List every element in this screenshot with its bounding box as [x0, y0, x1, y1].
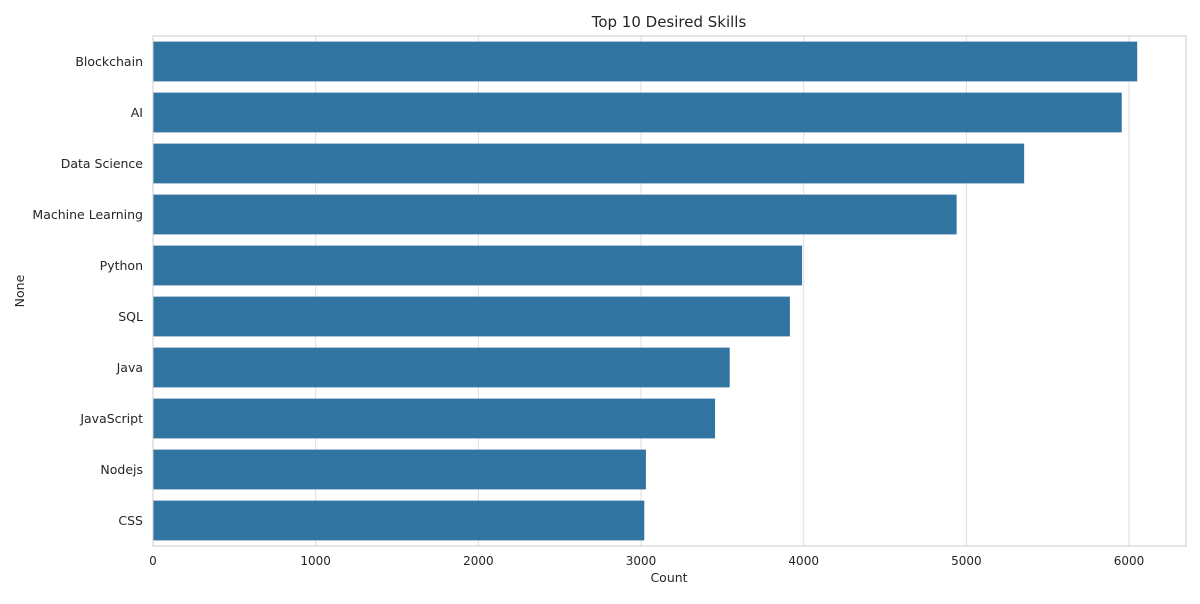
y-tick-label: AI	[131, 105, 143, 120]
y-tick-label: Nodejs	[100, 462, 143, 477]
bar	[153, 194, 957, 235]
x-axis-label: Count	[650, 570, 687, 585]
bar	[153, 245, 803, 286]
x-tick-label: 2000	[463, 554, 494, 568]
plot-frame	[152, 35, 1187, 547]
bar	[153, 143, 1025, 184]
x-tick-label: 5000	[951, 554, 982, 568]
x-tick-labels: 0 1000 2000 3000 4000 5000 6000	[149, 554, 1144, 568]
bar	[153, 296, 790, 337]
x-tick-label: 4000	[788, 554, 819, 568]
bar	[153, 500, 645, 541]
y-tick-label: Java	[116, 360, 143, 375]
bars	[153, 41, 1138, 541]
bar	[153, 449, 646, 490]
y-tick-label: CSS	[118, 513, 143, 528]
x-tick-label: 0	[149, 554, 157, 568]
y-tick-labels: Blockchain AI Data Science Machine Learning…	[32, 54, 143, 528]
bar	[153, 347, 730, 388]
x-tick-label: 6000	[1114, 554, 1145, 568]
x-tick-label: 1000	[300, 554, 331, 568]
y-tick-label: Machine Learning	[32, 207, 143, 222]
y-tick-label: SQL	[118, 309, 143, 324]
y-axis-label: None	[12, 274, 27, 307]
y-tick-label: JavaScript	[79, 411, 143, 426]
bar	[153, 398, 716, 439]
bar	[153, 92, 1122, 133]
y-tick-label: Data Science	[61, 156, 144, 171]
chart-title: Top 10 Desired Skills	[591, 13, 747, 31]
x-tick-label: 3000	[626, 554, 657, 568]
y-tick-label: Python	[100, 258, 143, 273]
bar	[153, 41, 1138, 82]
y-tick-label: Blockchain	[75, 54, 143, 69]
